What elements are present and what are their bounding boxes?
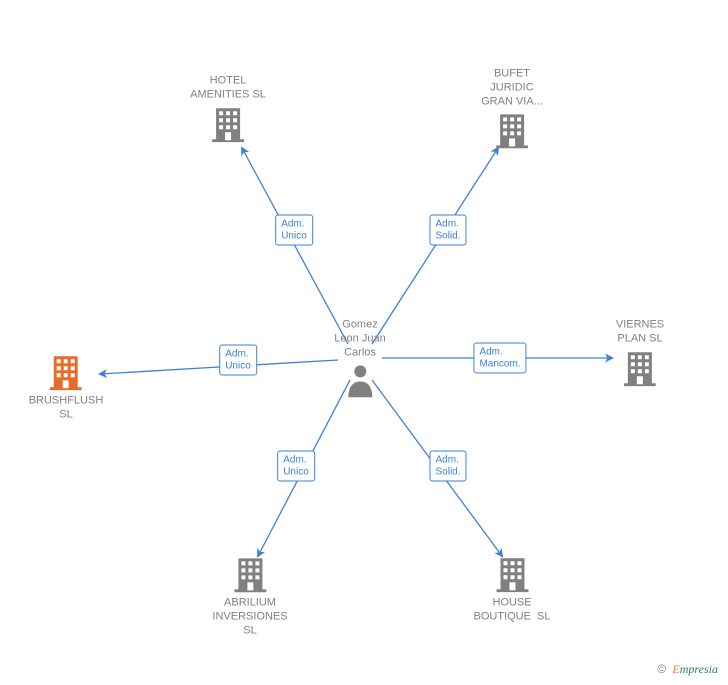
company-node-house-boutique[interactable]: HOUSE BOUTIQUE SL [473,556,550,624]
edge-label: Adm. Unico [275,215,313,246]
company-node-abrilium[interactable]: ABRILIUM INVERSIONES SL [212,556,287,637]
building-icon [496,113,528,149]
brand-name: Empresia [672,662,718,676]
company-label: BRUSHFLUSH SL [29,394,104,422]
company-label: HOUSE BOUTIQUE SL [473,596,550,624]
center-person-label: Gomez Leon Juan Carlos [334,318,385,359]
watermark: © Empresia [657,662,718,677]
diagram-canvas: Gomez Leon Juan Carlos HOTEL AMENITIES S… [0,0,728,685]
company-label: ABRILIUM INVERSIONES SL [212,596,287,637]
building-icon [50,354,82,390]
company-label: HOTEL AMENITIES SL [190,74,266,102]
company-node-viernes-plan[interactable]: VIERNES PLAN SL [616,318,664,386]
copyright-symbol: © [657,662,666,676]
company-label: BUFET JURIDIC GRAN VIA... [481,67,543,108]
company-node-hotel-amenities[interactable]: HOTEL AMENITIES SL [190,74,266,142]
company-label: VIERNES PLAN SL [616,318,664,346]
building-icon [496,556,528,592]
company-node-brushflush[interactable]: BRUSHFLUSH SL [29,354,104,422]
edge-label: Adm. Solid. [429,215,466,246]
building-icon [212,106,244,142]
person-icon [346,364,374,398]
building-icon [234,556,266,592]
edge-label: Adm. Unico [219,345,257,376]
edge-line [242,148,348,344]
building-icon [624,350,656,386]
edge-label: Adm. Solid. [429,451,466,482]
edge-label: Adm. Mancom. [473,343,526,374]
center-person-node[interactable]: Gomez Leon Juan Carlos [334,318,385,397]
company-node-bufet-juridic[interactable]: BUFET JURIDIC GRAN VIA... [481,67,543,148]
edge-line [372,148,498,344]
edge-label: Adm. Unico [277,451,315,482]
